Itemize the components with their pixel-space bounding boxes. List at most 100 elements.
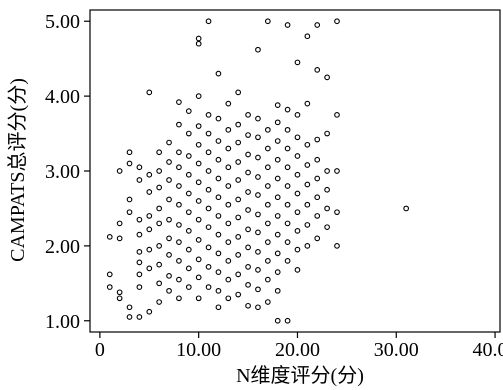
data-point [205, 244, 212, 251]
data-point [166, 252, 172, 258]
data-point [156, 261, 163, 268]
data-point [215, 138, 222, 144]
data-point [314, 22, 321, 28]
data-point [166, 235, 172, 242]
data-point [334, 209, 340, 216]
y-tick-label: 1.00 [45, 311, 80, 333]
data-point [106, 234, 113, 240]
data-point [334, 243, 340, 249]
data-point [314, 67, 321, 73]
data-point [116, 168, 123, 174]
data-point [235, 177, 242, 183]
data-point [334, 111, 340, 118]
data-point [274, 269, 281, 275]
data-point [106, 284, 113, 290]
data-point [235, 121, 242, 128]
data-point [185, 190, 192, 197]
data-point [225, 145, 232, 152]
data-point [176, 258, 182, 264]
data-point [136, 177, 143, 183]
data-point [284, 22, 291, 28]
data-point [185, 246, 192, 253]
data-point [324, 205, 330, 212]
data-point [235, 271, 242, 278]
y-tick-label: 4.00 [45, 86, 80, 108]
y-axis-label: CAMPATS总评分(分) [6, 78, 29, 262]
data-point [274, 138, 281, 144]
data-point [195, 237, 202, 243]
data-point [235, 291, 242, 298]
data-point [264, 239, 271, 245]
data-point [116, 235, 123, 242]
data-point [245, 264, 251, 270]
data-point [185, 228, 192, 234]
data-point [185, 171, 192, 178]
data-point [274, 317, 281, 324]
data-point [136, 231, 143, 238]
data-point [166, 196, 172, 203]
data-point [146, 308, 153, 315]
data-point [245, 151, 251, 158]
data-point [176, 121, 182, 128]
data-point [136, 259, 143, 266]
data-point [225, 126, 232, 133]
data-point [294, 171, 301, 178]
data-point [166, 272, 172, 279]
data-point [176, 276, 182, 283]
x-axis-label: N维度评分(分) [236, 364, 364, 387]
data-point [205, 18, 212, 25]
data-point [156, 205, 163, 212]
data-point [284, 126, 291, 133]
data-point [215, 194, 222, 201]
data-point [215, 115, 222, 122]
data-point [215, 175, 222, 182]
data-point [264, 18, 271, 25]
data-point [195, 198, 202, 204]
data-point [324, 186, 330, 193]
data-point [235, 234, 242, 240]
data-point [156, 168, 163, 174]
data-point [255, 211, 261, 218]
data-point [304, 201, 311, 208]
data-point [156, 149, 163, 156]
y-tick-label: 2.00 [45, 236, 80, 258]
data-point [126, 304, 133, 311]
data-point [264, 258, 271, 264]
data-point [264, 164, 271, 171]
data-point [274, 119, 281, 126]
data-point [294, 111, 301, 118]
data-point [225, 183, 232, 189]
data-point [245, 207, 251, 213]
data-point [245, 244, 251, 251]
data-point [205, 111, 212, 118]
data-point [146, 246, 153, 253]
data-point [146, 89, 153, 96]
data-point [166, 177, 172, 183]
data-point [304, 243, 311, 249]
data-point [294, 228, 301, 234]
data-point [264, 201, 271, 208]
data-point [294, 246, 301, 253]
plot-area [89, 9, 501, 333]
data-point [235, 252, 242, 258]
data-point [205, 284, 212, 290]
data-point [255, 46, 261, 53]
data-point [176, 295, 182, 302]
data-point [205, 205, 212, 212]
data-point [136, 216, 143, 223]
data-point [284, 201, 291, 208]
data-point [195, 160, 202, 167]
data-point [403, 205, 409, 212]
x-tick-label: 30.00 [374, 339, 419, 361]
data-point [255, 304, 261, 311]
data-point [255, 286, 261, 293]
data-point [284, 220, 291, 227]
data-point [255, 134, 261, 141]
data-point [264, 126, 271, 133]
data-point [126, 149, 133, 156]
data-point [166, 139, 172, 146]
data-point [255, 229, 261, 236]
data-point [195, 179, 202, 186]
data-point [225, 239, 232, 245]
